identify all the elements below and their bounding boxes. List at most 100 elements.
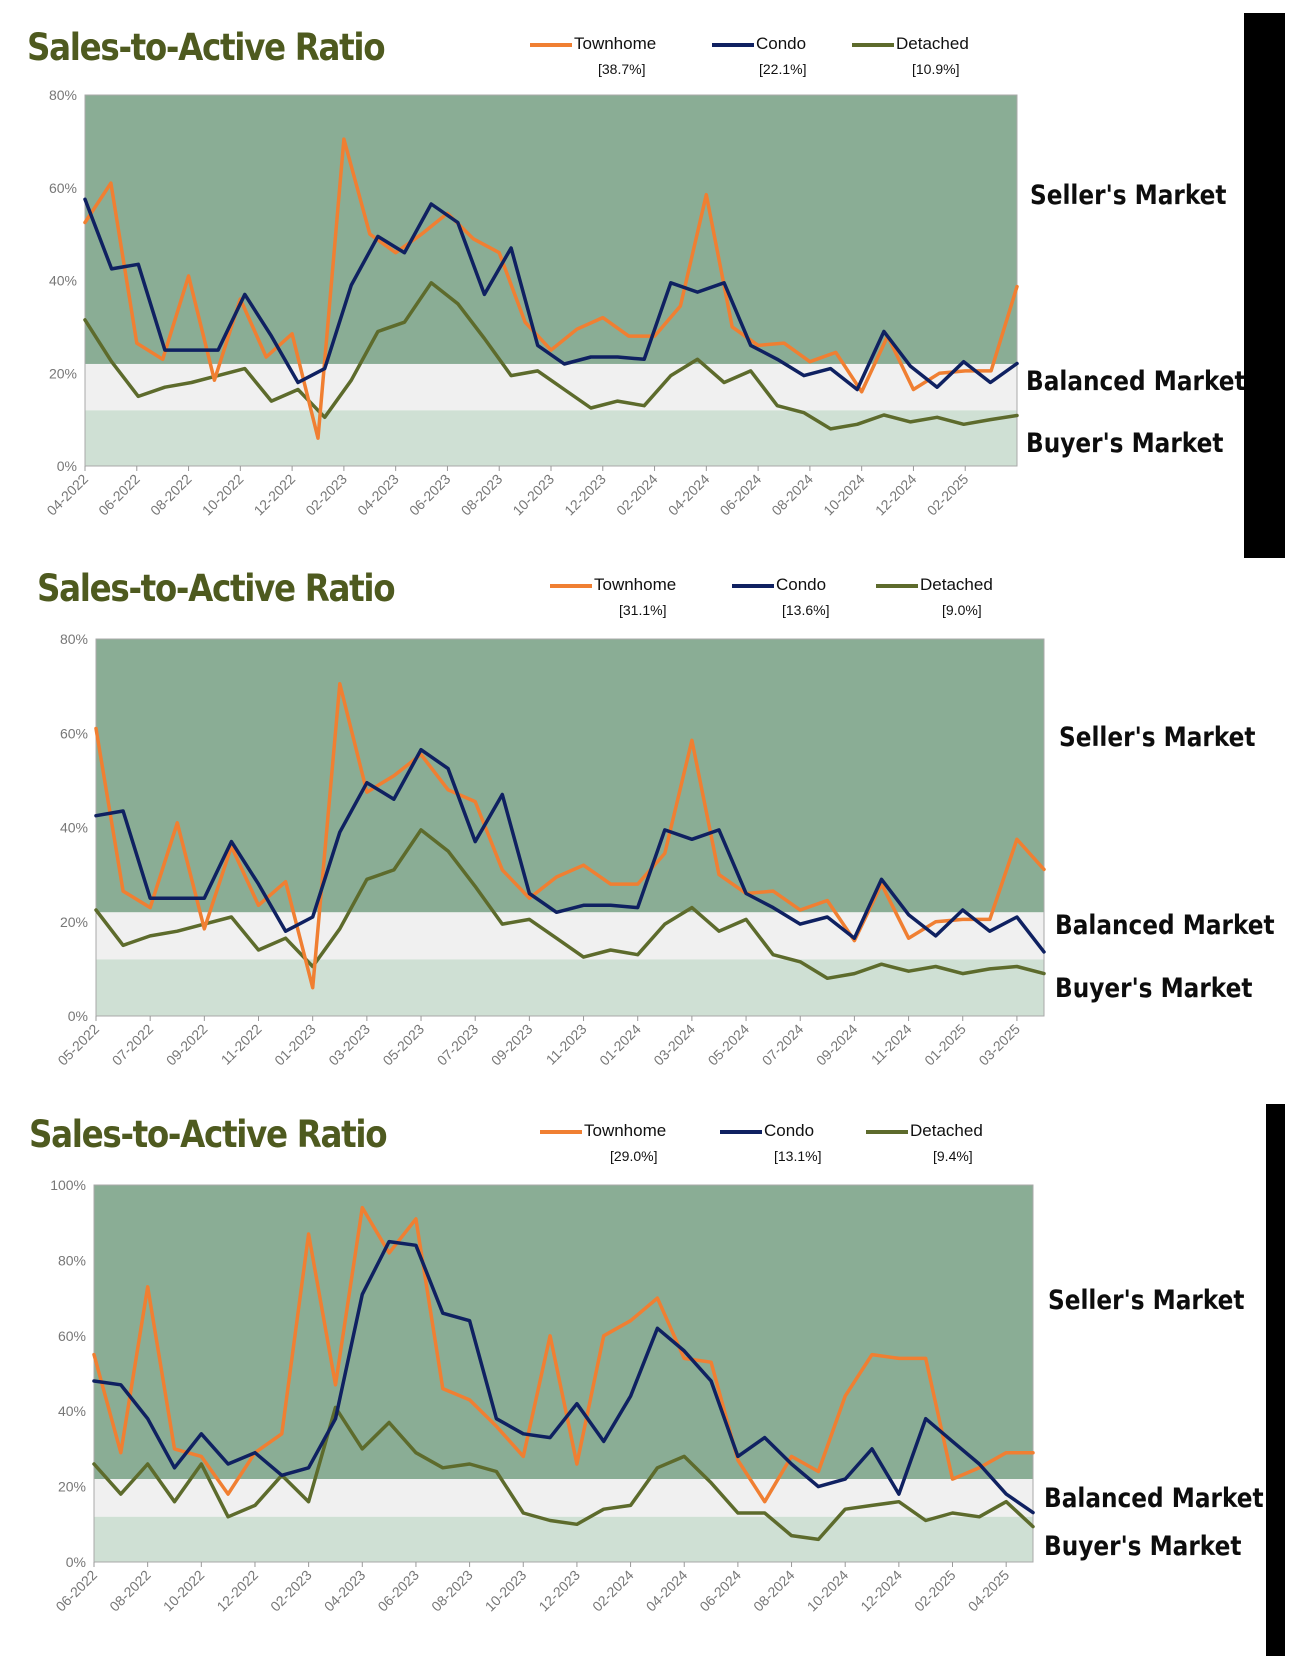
x-tick-label: 07-2024 — [759, 1021, 807, 1069]
x-tick-label: 12-2024 — [872, 471, 920, 519]
y-tick-label: 40% — [60, 820, 88, 836]
legend-detached: Detached — [852, 34, 969, 54]
condo-series-line — [92, 1239, 1035, 1515]
x-tick-label: 02-2025 — [924, 471, 972, 519]
chart-panel-1: Sales-to-Active Ratio Townhome Condo Det… — [0, 0, 1292, 560]
zone-label-balanced: Balanced Market — [1055, 910, 1275, 941]
balanced-market-zone — [96, 912, 1044, 960]
chart-title: Sales-to-Active Ratio — [29, 1113, 388, 1156]
x-tick-label: 12-2023 — [561, 471, 609, 519]
x-tick-label: 08-2024 — [750, 1567, 798, 1615]
x-tick-label: 09-2023 — [488, 1021, 536, 1069]
x-tick-label: 10-2024 — [804, 1567, 852, 1615]
buyers-market-zone — [85, 410, 1017, 466]
x-tick-label: 08-2022 — [147, 471, 195, 519]
x-tick-label: 02-2024 — [589, 1567, 637, 1615]
detached-series-line — [94, 828, 1046, 981]
zone-label-sellers: Seller's Market — [1059, 722, 1256, 753]
x-tick-label: 05-2022 — [54, 1021, 102, 1069]
x-tick-label: 05-2023 — [379, 1021, 427, 1069]
chart-panel-2: Sales-to-Active Ratio Townhome Condo Det… — [0, 540, 1292, 1100]
x-tick-label: 06-2023 — [374, 1567, 422, 1615]
x-tick-label: 11-2023 — [543, 1021, 590, 1068]
chart-plot-2: 0%20%40%60%80%05-2022 07-2022 09-2022 11-20… — [54, 631, 1046, 1069]
x-tick-label: 09-2022 — [163, 1021, 211, 1069]
x-tick-label: 08-2023 — [428, 1567, 476, 1615]
x-tick-label: 06-2022 — [95, 471, 143, 519]
x-tick-label: 11-2024 — [868, 1021, 915, 1068]
x-tick-label: 08-2022 — [106, 1567, 154, 1615]
x-tick-label: 12-2023 — [535, 1567, 583, 1615]
x-tick-label: 10-2024 — [820, 471, 868, 519]
legend-townhome: Townhome — [540, 1121, 666, 1141]
x-tick-label: 02-2023 — [267, 1567, 315, 1615]
townhome-series-line — [92, 1205, 1035, 1504]
x-tick-label: 04-2023 — [354, 471, 402, 519]
y-tick-label: 0% — [66, 1554, 86, 1570]
condo-series-line — [83, 197, 1019, 392]
x-tick-label: 01-2023 — [271, 1021, 319, 1069]
zone-label-buyers: Buyer's Market — [1026, 428, 1224, 459]
y-tick-label: 80% — [49, 87, 77, 103]
condo-series-line — [94, 747, 1046, 954]
balanced-market-zone — [85, 363, 1017, 411]
x-tick-label: 03-2025 — [975, 1021, 1023, 1069]
x-tick-label: 03-2024 — [650, 1021, 698, 1069]
x-tick-label: 04-2023 — [321, 1567, 369, 1615]
zone-label-buyers: Buyer's Market — [1044, 1531, 1242, 1562]
x-tick-label: 01-2024 — [596, 1021, 644, 1069]
sellers-market-zone — [96, 639, 1044, 913]
zone-label-balanced: Balanced Market — [1026, 366, 1246, 397]
legend-value-detached: [9.0%] — [942, 602, 982, 618]
y-tick-label: 40% — [49, 273, 77, 289]
chart-plot-1: 0%20%40%60%80%04-2022 06-2022 08-2022 10-20… — [43, 87, 1019, 519]
x-tick-label: 12-2022 — [251, 471, 299, 519]
sellers-market-zone — [85, 95, 1017, 364]
x-tick-label: 08-2023 — [458, 471, 506, 519]
townhome-series-line — [94, 682, 1046, 990]
x-tick-label: 08-2024 — [768, 471, 816, 519]
x-tick-label: 03-2023 — [325, 1021, 373, 1069]
y-tick-label: 100% — [50, 1177, 86, 1193]
zone-label-sellers: Seller's Market — [1030, 180, 1227, 211]
chart-panel-3: Sales-to-Active Ratio Townhome Condo Det… — [0, 1085, 1292, 1656]
legend-townhome: Townhome — [550, 575, 676, 595]
zone-label-sellers: Seller's Market — [1048, 1285, 1245, 1316]
x-tick-label: 12-2024 — [857, 1567, 905, 1615]
chart-plot-3: 0%20%40%60%80%100%06-2022 08-2022 10-2022 1… — [50, 1177, 1035, 1615]
legend-value-townhome: [31.1%] — [619, 602, 667, 618]
x-tick-label: 02-2025 — [911, 1567, 959, 1615]
x-tick-label: 09-2024 — [813, 1021, 861, 1069]
x-tick-label: 06-2024 — [717, 471, 765, 519]
balanced-market-zone — [94, 1479, 1033, 1517]
sellers-market-zone — [94, 1185, 1033, 1480]
y-tick-label: 40% — [58, 1403, 86, 1419]
buyers-market-zone — [96, 959, 1044, 1016]
y-tick-label: 80% — [58, 1252, 86, 1268]
x-tick-label: 06-2023 — [406, 471, 454, 519]
black-bar — [1244, 13, 1285, 558]
x-tick-label: 04-2022 — [43, 471, 91, 519]
x-tick-label: 10-2022 — [160, 1567, 208, 1615]
x-tick-label: 07-2023 — [434, 1021, 482, 1069]
detached-series-line — [83, 281, 1019, 431]
x-tick-label: 10-2023 — [482, 1567, 530, 1615]
buyers-market-zone — [94, 1516, 1033, 1562]
legend-value-condo: [13.6%] — [782, 602, 830, 618]
y-tick-label: 20% — [60, 914, 88, 930]
legend-condo: Condo — [732, 575, 826, 595]
x-tick-label: 04-2025 — [965, 1567, 1013, 1615]
x-tick-label: 11-2022 — [218, 1021, 265, 1068]
legend-value-detached: [9.4%] — [933, 1148, 973, 1164]
plot-border — [93, 1184, 1034, 1563]
legend-detached: Detached — [866, 1121, 983, 1141]
y-tick-label: 0% — [57, 458, 77, 474]
legend-detached: Detached — [876, 575, 993, 595]
x-tick-label: 01-2025 — [921, 1021, 969, 1069]
y-tick-label: 0% — [68, 1008, 88, 1024]
legend-value-condo: [22.1%] — [759, 61, 807, 77]
legend-value-detached: [10.9%] — [912, 61, 960, 77]
y-tick-label: 60% — [58, 1328, 86, 1344]
x-tick-label: 10-2023 — [509, 471, 557, 519]
y-tick-label: 20% — [49, 365, 77, 381]
